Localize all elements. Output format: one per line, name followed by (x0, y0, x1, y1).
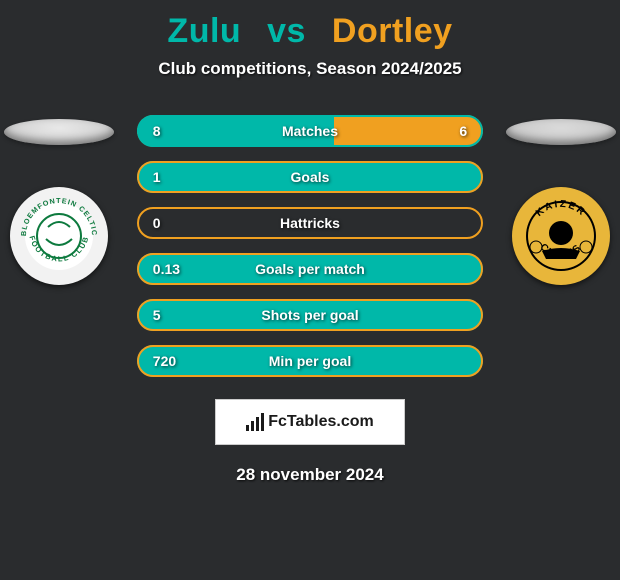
stat-label: Min per goal (193, 353, 427, 369)
stat-row: 8Matches6 (137, 115, 483, 147)
subtitle: Club competitions, Season 2024/2025 (158, 59, 461, 79)
bar-chart-icon (246, 413, 264, 431)
stat-row: 0.13Goals per match (137, 253, 483, 285)
right-ellipse (506, 119, 616, 145)
stats-column: 8Matches6 1Goals 0Hattricks 0.13Goals per m… (137, 115, 483, 377)
stat-row: 0Hattricks (137, 207, 483, 239)
brand-box[interactable]: FcTables.com (215, 399, 405, 445)
title-player2: Dortley (332, 12, 453, 50)
left-ellipse (4, 119, 114, 145)
stat-left-value: 0 (153, 215, 193, 231)
stat-label: Goals per match (193, 261, 427, 277)
stat-label: Hattricks (193, 215, 427, 231)
stat-label: Shots per goal (193, 307, 427, 323)
stat-left-value: 5 (153, 307, 193, 323)
date-label: 28 november 2024 (236, 465, 383, 485)
chiefs-badge-icon: KAIZER CHIEFS (512, 187, 610, 285)
content-row: BLOEMFONTEIN CELTIC FOOTBALL CLUB 8Match… (0, 115, 620, 377)
stat-left-value: 0.13 (153, 261, 193, 277)
left-side: BLOEMFONTEIN CELTIC FOOTBALL CLUB (0, 115, 119, 285)
left-club-badge: BLOEMFONTEIN CELTIC FOOTBALL CLUB (10, 187, 108, 285)
stat-left-value: 8 (153, 123, 193, 139)
title-vs: vs (267, 12, 306, 50)
stat-label: Matches (193, 123, 427, 139)
title-player1: Zulu (167, 12, 241, 50)
stat-right-value: 6 (427, 123, 467, 139)
stat-label: Goals (193, 169, 427, 185)
stat-left-value: 1 (153, 169, 193, 185)
stat-row: 1Goals (137, 161, 483, 193)
right-side: KAIZER CHIEFS (501, 115, 620, 285)
page-title: Zulu vs Dortley (167, 12, 452, 51)
celtic-badge-icon: BLOEMFONTEIN CELTIC FOOTBALL CLUB (10, 187, 108, 285)
brand-text: FcTables.com (268, 413, 374, 431)
right-club-badge: KAIZER CHIEFS (512, 187, 610, 285)
stat-left-value: 720 (153, 353, 193, 369)
comparison-card: Zulu vs Dortley Club competitions, Seaso… (0, 0, 620, 485)
stat-row: 5Shots per goal (137, 299, 483, 331)
stat-row: 720Min per goal (137, 345, 483, 377)
